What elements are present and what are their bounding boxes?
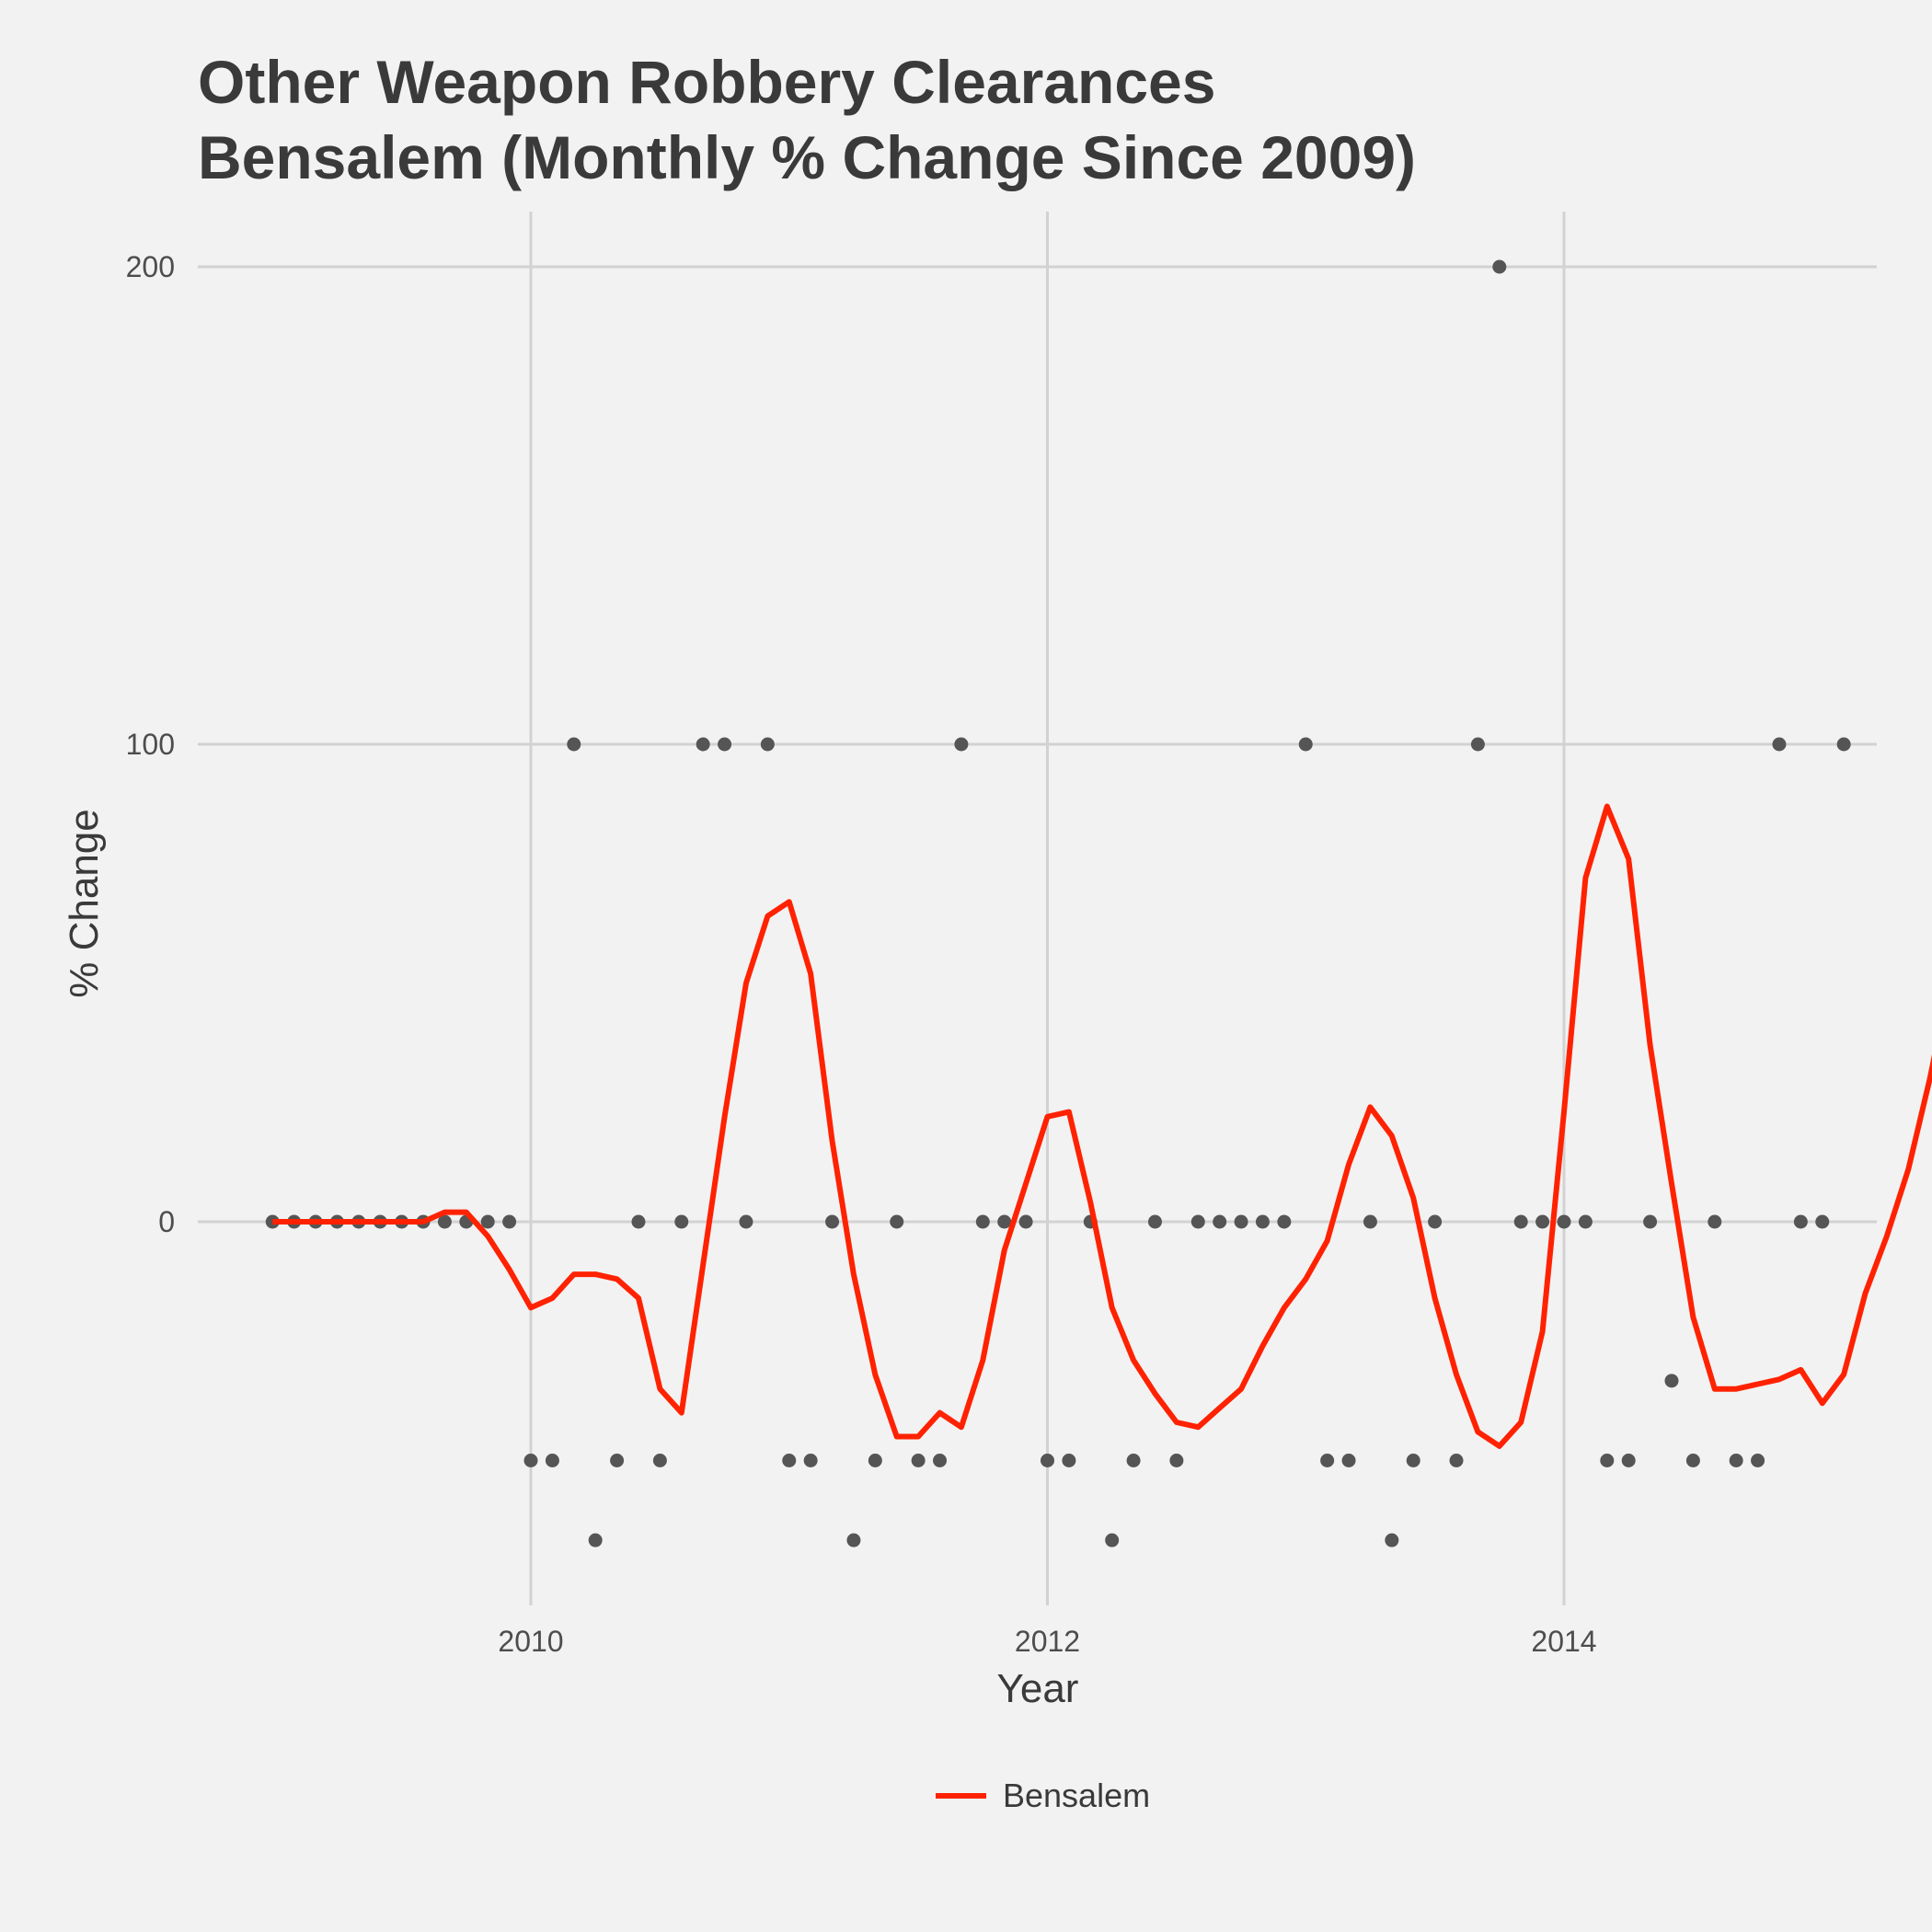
y-tick-label-100: 100 [126,728,175,761]
legend-label-bensalem: Bensalem [1003,1777,1150,1814]
chart-title-line-1: Other Weapon Robbery Clearances [198,48,1215,116]
data-point [610,1454,625,1467]
data-point [1341,1454,1356,1467]
chart-title-line-2: Bensalem (Monthly % Change Since 2009) [198,123,1416,191]
data-point [1643,1214,1658,1229]
data-point [1234,1214,1248,1229]
data-point [1449,1454,1464,1467]
x-tick-label-2014: 2014 [1531,1625,1596,1658]
x-axis-ticks: 2010 2012 2014 [498,1625,1596,1658]
data-point [1836,737,1851,752]
data-point [911,1454,926,1467]
data-point [954,737,969,752]
data-point [803,1454,818,1467]
data-point [437,1214,452,1229]
data-point [782,1454,797,1467]
y-tick-label-0: 0 [158,1205,175,1238]
data-point [1664,1374,1679,1388]
data-point [1428,1214,1443,1229]
series-line-bensalem [272,803,1932,1449]
data-point [1815,1214,1830,1229]
data-point [997,1214,1012,1229]
data-point [1793,1214,1808,1229]
data-point [1708,1214,1722,1229]
data-point [631,1214,646,1229]
data-point [868,1454,882,1467]
data-point [1557,1214,1571,1229]
data-point [1492,259,1507,274]
data-point [1213,1214,1227,1229]
data-point [588,1533,603,1547]
data-point [760,737,775,752]
data-point [1470,737,1485,752]
data-point [1320,1454,1335,1467]
x-axis-title: Year [997,1666,1079,1711]
data-point [846,1533,861,1547]
x-tick-label-2010: 2010 [498,1625,563,1658]
data-point [1578,1214,1593,1229]
data-point [1062,1454,1076,1467]
data-point [1126,1454,1141,1467]
legend: Bensalem [936,1777,1150,1814]
data-point [1385,1533,1399,1547]
y-tick-label-200: 200 [126,250,175,283]
data-point [1190,1214,1205,1229]
data-point [652,1454,667,1467]
data-point [1535,1214,1550,1229]
y-axis-ticks: 0 100 200 [126,250,175,1238]
data-point [1277,1214,1292,1229]
data-point [975,1214,990,1229]
data-point [1147,1214,1162,1229]
data-point [1041,1454,1054,1467]
data-point [1363,1214,1377,1229]
data-point [1298,737,1313,752]
x-tick-label-2012: 2012 [1015,1625,1080,1658]
data-point [545,1454,559,1467]
data-point [1772,737,1787,752]
data-point [739,1214,753,1229]
data-point [1255,1214,1270,1229]
data-point [1729,1454,1743,1467]
data-point [933,1454,948,1467]
data-point [890,1214,904,1229]
data-point [1018,1214,1033,1229]
data-point [1105,1533,1120,1547]
data-point [1685,1454,1700,1467]
data-point [674,1214,689,1229]
data-point [1751,1454,1765,1467]
data-point [265,1214,280,1229]
data-point [1621,1454,1636,1467]
data-point [1600,1454,1615,1467]
data-point [1406,1454,1420,1467]
data-point [1513,1214,1528,1229]
data-point [1169,1454,1184,1467]
data-point [502,1214,517,1229]
data-point [480,1214,495,1229]
y-axis-title: % Change [62,809,107,997]
data-point [825,1214,840,1229]
data-points [265,259,1851,1547]
data-point [523,1454,538,1467]
data-point [567,737,581,752]
data-point [718,737,732,752]
data-point [696,737,710,752]
